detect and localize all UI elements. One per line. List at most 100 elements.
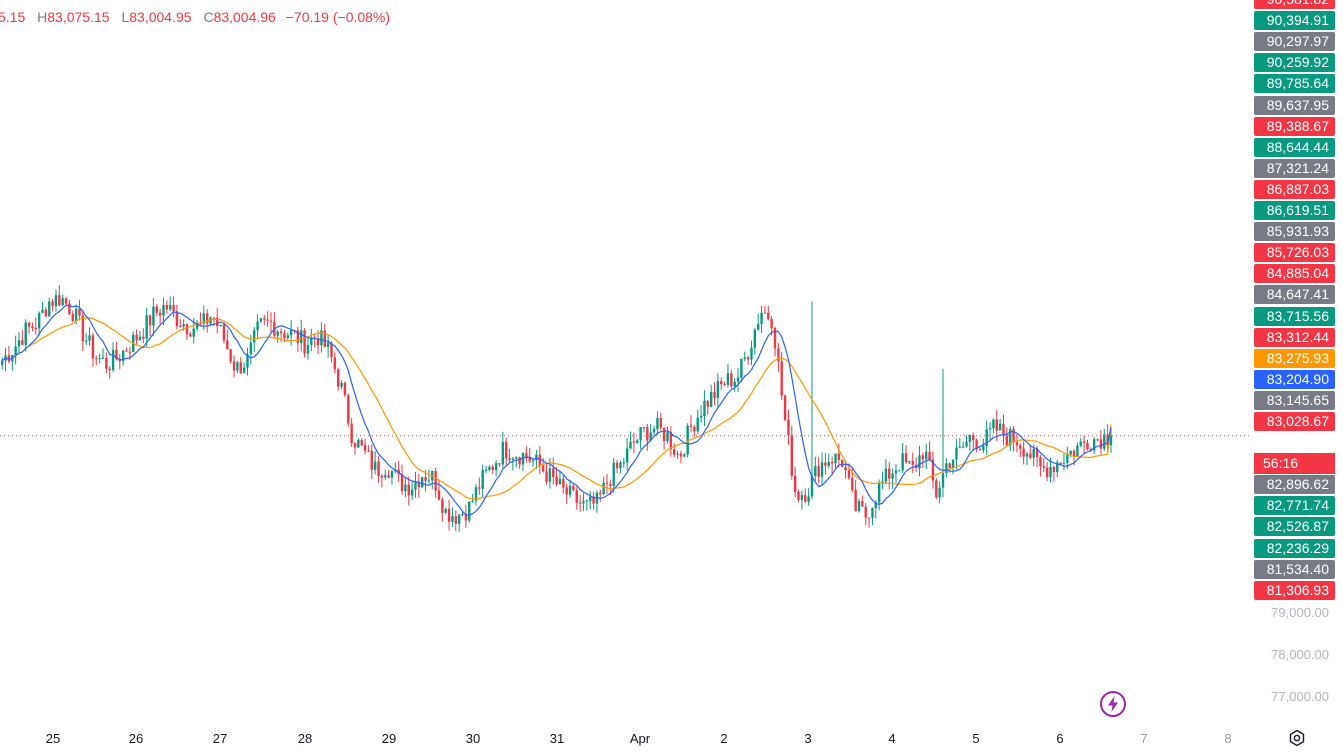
candle-body xyxy=(68,303,71,315)
candle-body xyxy=(508,458,511,460)
candle-body xyxy=(256,321,259,331)
candle-body xyxy=(767,312,770,320)
candle-body xyxy=(777,348,780,362)
candle-body xyxy=(619,462,622,469)
price-badge: 88,644.44 xyxy=(1254,137,1335,157)
candle-body xyxy=(1,360,4,365)
candle-body xyxy=(578,502,582,504)
candle-body xyxy=(48,301,51,317)
candle-body xyxy=(988,428,992,430)
candle-body xyxy=(444,508,447,513)
candle-body xyxy=(481,470,484,489)
candle-body xyxy=(565,487,568,495)
candle-body xyxy=(387,475,390,478)
candle-body xyxy=(965,441,968,447)
candle-body xyxy=(142,336,145,339)
candle-body xyxy=(81,315,85,342)
candle-body xyxy=(904,453,908,463)
candle-body xyxy=(666,432,669,442)
candle-body xyxy=(1062,462,1066,464)
candle-body xyxy=(1086,442,1089,450)
candle-body xyxy=(347,395,350,424)
x-tick-label: 26 xyxy=(128,731,144,746)
candle-body xyxy=(192,328,195,337)
candle-body xyxy=(501,442,505,465)
x-tick-label: 5 xyxy=(972,731,980,746)
price-badge: 86,887.03 xyxy=(1254,179,1335,199)
candle-body xyxy=(91,335,95,359)
candle-body xyxy=(945,463,948,474)
candle-body xyxy=(612,462,615,486)
candle-body xyxy=(575,490,578,503)
candle-body xyxy=(447,508,451,522)
candle-body xyxy=(226,340,229,350)
candle-body xyxy=(696,417,699,432)
candle-body xyxy=(407,484,410,496)
bar-countdown: 56:16 xyxy=(1254,453,1335,474)
candle-body xyxy=(330,342,333,358)
candle-body xyxy=(135,334,138,341)
candle-body xyxy=(982,446,985,451)
candle-body xyxy=(948,463,951,468)
candle-body xyxy=(377,461,380,476)
candle-body xyxy=(736,377,740,382)
candle-body xyxy=(1082,441,1086,443)
candle-body xyxy=(229,349,232,362)
candle-body xyxy=(562,479,565,488)
candle-body xyxy=(108,368,111,371)
candle-body xyxy=(938,487,941,498)
candle-body xyxy=(669,432,673,450)
candle-body xyxy=(679,453,683,457)
candle-body xyxy=(582,501,585,504)
high-value: 83,075.15 xyxy=(47,9,110,25)
y-tick-label: 78,000.00 xyxy=(1271,647,1329,662)
candle-body xyxy=(121,350,125,362)
ohlc-legend: 5.15 H83,075.15 L83,004.95 C83,004.96 −7… xyxy=(0,9,390,25)
candle-body xyxy=(1042,466,1045,468)
gear-icon[interactable] xyxy=(1287,728,1307,748)
candle-body xyxy=(320,330,323,346)
candle-body xyxy=(1072,450,1076,457)
candle-body xyxy=(968,435,972,442)
candle-body xyxy=(773,328,777,349)
candle-body xyxy=(790,435,793,476)
x-tick-label: 8 xyxy=(1224,731,1232,746)
candle-body xyxy=(1039,457,1042,467)
lightning-icon[interactable] xyxy=(1099,690,1127,718)
close-value: 83,004.96 xyxy=(213,9,276,25)
candle-body xyxy=(289,330,293,336)
candle-body xyxy=(21,340,24,345)
candle-body xyxy=(1015,442,1019,446)
candle-body xyxy=(404,484,407,492)
candle-body xyxy=(605,482,609,484)
candle-body xyxy=(125,350,128,352)
candle-body xyxy=(484,469,488,471)
candle-body xyxy=(212,317,216,319)
candle-body xyxy=(814,466,817,477)
candle-body xyxy=(219,324,222,327)
candle-body xyxy=(179,325,182,327)
candle-body xyxy=(27,322,31,327)
candle-body xyxy=(1066,454,1069,463)
candle-body xyxy=(286,335,289,338)
candle-body xyxy=(185,324,189,335)
candle-body xyxy=(17,340,21,347)
candle-body xyxy=(41,309,44,313)
candle-body xyxy=(592,496,595,504)
candle-body xyxy=(625,448,629,463)
open-value: 5.15 xyxy=(0,9,26,25)
candle-body xyxy=(972,435,975,441)
candle-body xyxy=(558,479,562,485)
candle-body xyxy=(827,461,830,466)
candle-body xyxy=(1035,448,1039,458)
high-label: H xyxy=(37,9,48,25)
candle-body xyxy=(760,312,763,325)
candle-body xyxy=(367,450,370,452)
low-value: 83,004.95 xyxy=(129,9,192,25)
x-tick-label: 6 xyxy=(1056,731,1064,746)
candle-body xyxy=(770,319,773,329)
candle-body xyxy=(589,496,592,501)
candle-body xyxy=(881,481,884,484)
candle-body xyxy=(488,466,491,470)
